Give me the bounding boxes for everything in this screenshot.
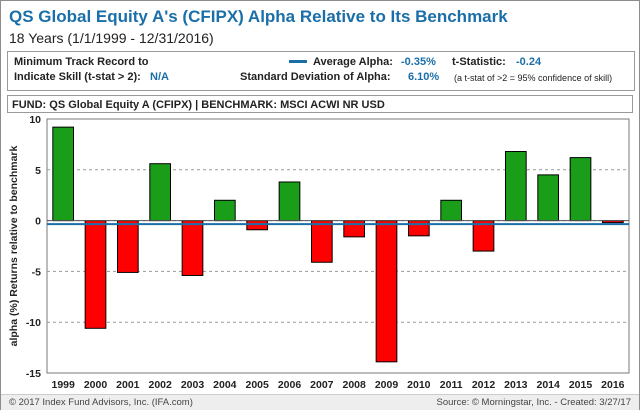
alpha-bar-chart: -15 -10 -5 0 5 10 1999 2000 2001 2002 2003 2004 200…: [8, 114, 630, 391]
x-tick-label: 2000: [84, 379, 108, 391]
sd-value: 6.10%: [408, 71, 440, 83]
x-tick-label: 2012: [472, 379, 496, 391]
tstat-value: -0.24: [516, 56, 542, 68]
bar: [472, 220, 495, 252]
bar: [310, 220, 333, 263]
x-tick-label: 2011: [440, 379, 463, 391]
min-track-label-2: Indicate Skill (t-stat > 2):: [14, 71, 141, 83]
x-tick-label: 1999: [51, 379, 75, 391]
chart-title: QS Global Equity A's (CFIPX) Alpha Relat…: [9, 7, 508, 26]
x-tick-label: 2006: [278, 379, 302, 391]
x-tick-label: 2015: [569, 379, 593, 391]
bar: [343, 220, 366, 238]
stats-box: Minimum Track Record to Indicate Skill (…: [7, 51, 635, 91]
min-track-value: N/A: [150, 71, 169, 83]
footer-source: Source: © Morningstar, Inc. - Created: 3…: [436, 397, 631, 408]
x-tick-labels: 1999 2000 2001 2002 2003 2004 2005 2006 2007 2008…: [51, 379, 624, 391]
bar: [569, 157, 592, 222]
y-tick-label: 10: [29, 114, 41, 126]
footer-copyright: © 2017 Index Fund Advisors, Inc. (IFA.co…: [9, 397, 193, 408]
x-tick-label: 2009: [375, 379, 399, 391]
x-tick-label: 2007: [310, 379, 334, 391]
bar: [440, 199, 463, 222]
chart-subtitle: 18 Years (1/1/1999 - 12/31/2016): [9, 30, 214, 46]
min-track-label-1: Minimum Track Record to: [14, 56, 149, 68]
avg-alpha-value: -0.35%: [401, 56, 436, 68]
y-tick-label: 5: [35, 165, 41, 177]
bar: [407, 220, 430, 237]
x-tick-label: 2010: [407, 379, 431, 391]
sd-label: Standard Deviation of Alpha:: [240, 71, 391, 83]
y-tick-label: 0: [35, 216, 41, 228]
y-tick-label: -10: [26, 317, 41, 329]
footer-bar: [1, 394, 639, 410]
x-tick-label: 2008: [342, 379, 366, 391]
x-tick-label: 2016: [601, 379, 625, 391]
tstat-note: (a t-stat of >2 = 95% confidence of skil…: [454, 73, 613, 83]
bar: [537, 174, 560, 222]
bar: [84, 220, 107, 329]
bar: [375, 220, 398, 363]
bar: [246, 220, 269, 231]
x-tick-label: 2013: [504, 379, 528, 391]
x-tick-label: 2004: [213, 379, 237, 391]
y-tick-label: -15: [26, 368, 41, 380]
y-tick-labels: -15 -10 -5 0 5 10: [26, 114, 41, 380]
x-tick-label: 2014: [536, 379, 560, 391]
y-axis-label: alpha (%) Returns relative to benchmark: [8, 145, 20, 346]
bar: [116, 220, 139, 273]
bar: [149, 163, 172, 222]
bar: [52, 126, 75, 222]
tstat-label: t-Statistic:: [452, 56, 506, 68]
bar: [181, 220, 204, 276]
y-tick-label: -5: [32, 266, 41, 278]
bar: [213, 199, 236, 222]
avg-alpha-label: Average Alpha:: [313, 56, 393, 68]
average-alpha-legend-line: [289, 60, 307, 63]
bar: [504, 151, 527, 222]
x-tick-label: 2001: [116, 379, 140, 391]
x-tick-label: 2003: [181, 379, 205, 391]
bar: [278, 181, 301, 222]
fund-benchmark-line: FUND: QS Global Equity A (CFIPX) | BENCH…: [7, 95, 633, 113]
x-tick-label: 2005: [245, 379, 269, 391]
plot-area: [46, 118, 630, 374]
x-tick-label: 2002: [148, 379, 172, 391]
